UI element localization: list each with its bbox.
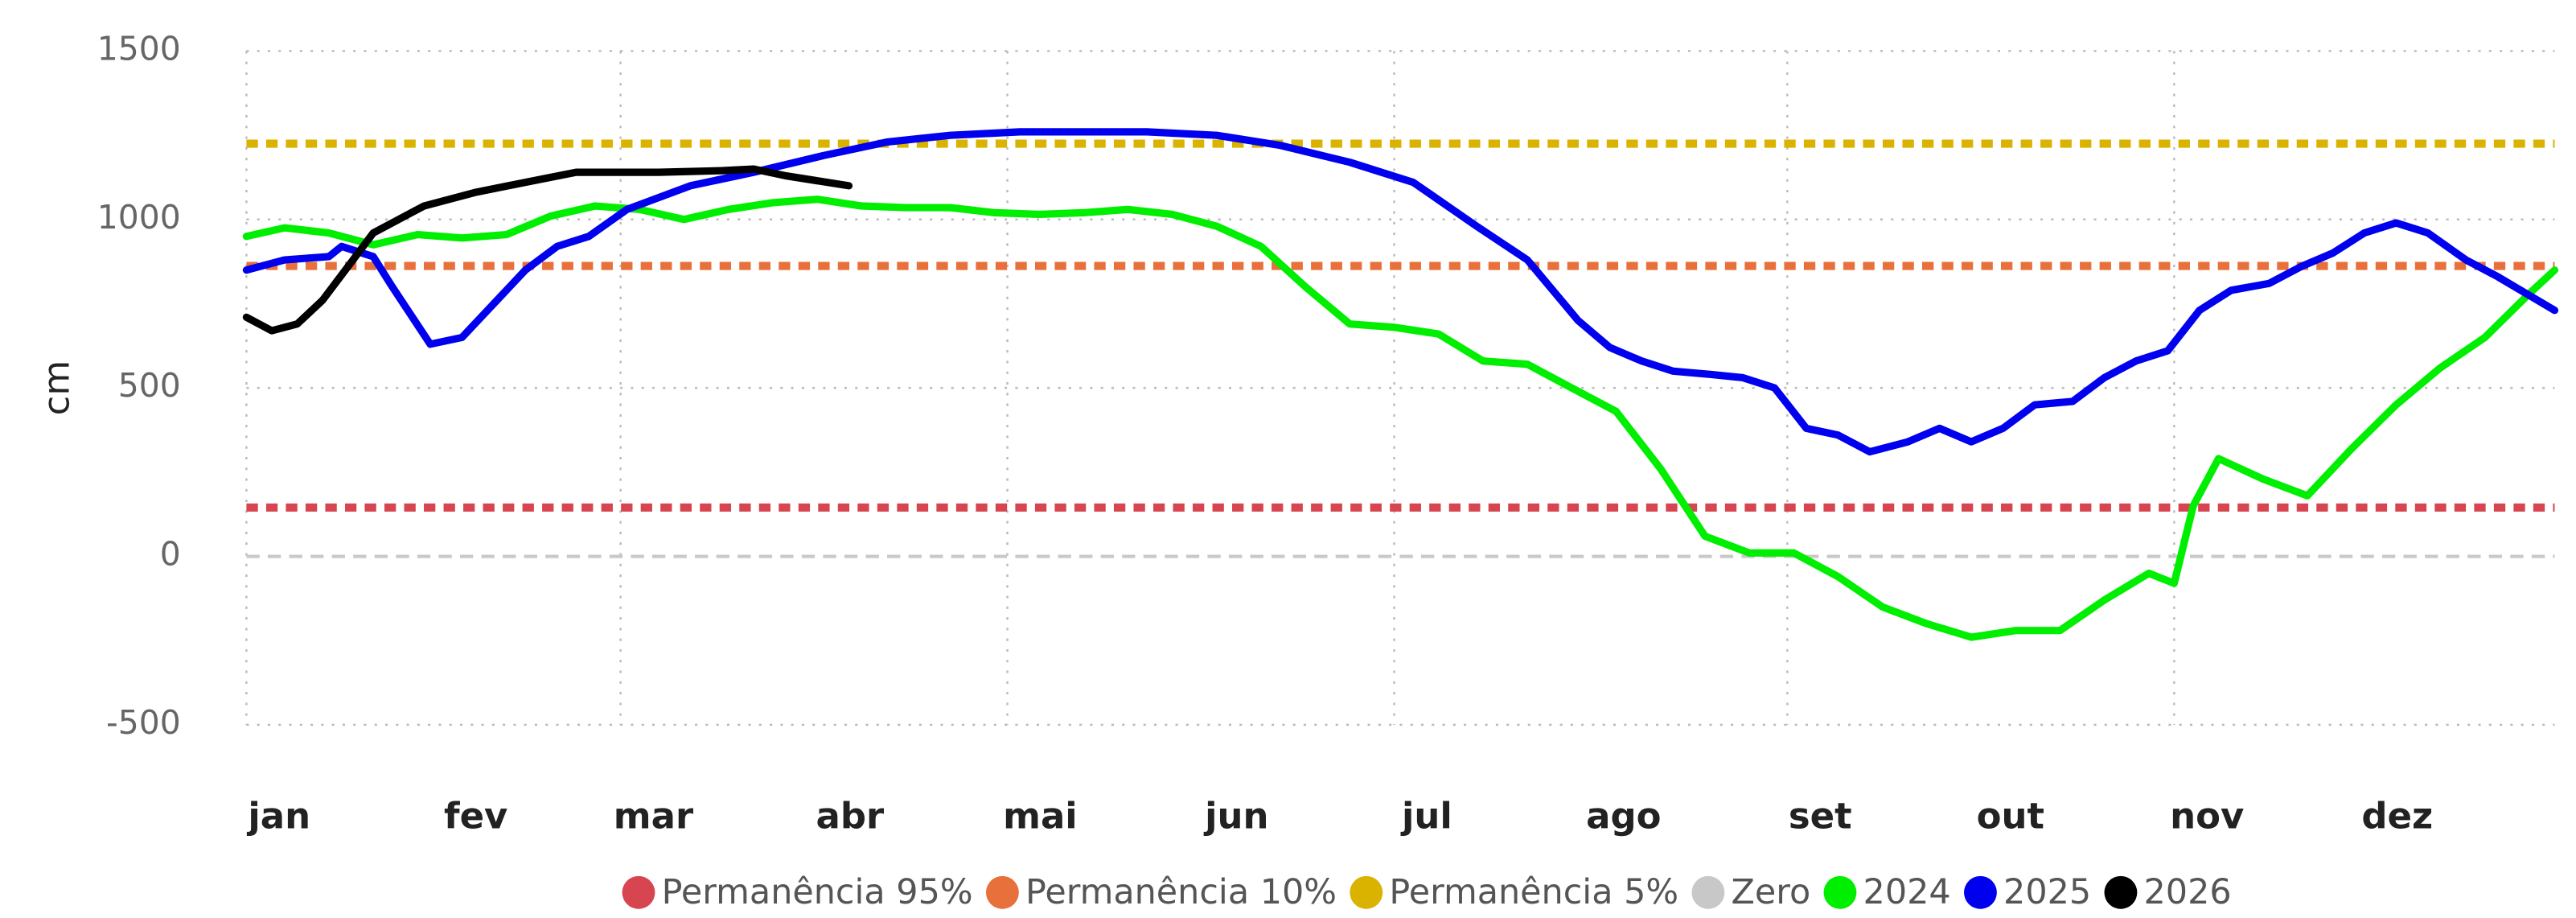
legend-label: Permanência 10%	[1025, 872, 1337, 912]
legend-label: 2025	[2003, 872, 2091, 912]
series-line	[242, 165, 853, 335]
legend-marker	[1964, 875, 1997, 909]
legend-marker	[2104, 875, 2138, 909]
y-tick-label: -500	[106, 703, 181, 742]
series-line	[242, 196, 2559, 641]
series-line	[242, 128, 2559, 456]
y-tick-label: 1500	[97, 29, 181, 68]
legend-label: 2026	[2144, 872, 2232, 912]
legend-label: Permanência 5%	[1389, 872, 1678, 912]
x-tick-label: set	[1789, 794, 1852, 837]
x-tick-label: ago	[1586, 794, 1661, 837]
legend-marker	[622, 875, 655, 909]
legend: Permanência 95% Permanência 10% Permanênci…	[622, 872, 2232, 912]
legend-marker	[1350, 875, 1383, 909]
legend-marker	[1691, 875, 1725, 909]
x-tick-label: dez	[2361, 794, 2433, 837]
legend-label: 2024	[1863, 872, 1951, 912]
x-tick-label: jun	[1203, 794, 1268, 837]
x-tick-label: fev	[444, 794, 507, 837]
y-tick-label: 500	[118, 366, 181, 405]
x-tick-label: jan	[246, 794, 310, 837]
x-tick-label: abr	[816, 794, 885, 837]
x-tick-label: jul	[1400, 794, 1452, 837]
y-tick-label: 1000	[97, 198, 181, 237]
x-tick-label: mar	[614, 794, 694, 837]
y-tick-label: 0	[160, 535, 181, 574]
x-tick-label: mai	[1003, 794, 1078, 837]
x-tick-label: out	[1977, 794, 2044, 837]
y-axis-label: cm	[35, 360, 78, 415]
legend-marker	[985, 875, 1019, 909]
legend-marker	[1823, 875, 1857, 909]
x-tick-label: nov	[2170, 794, 2244, 837]
legend-label: Zero	[1732, 872, 1811, 912]
legend-label: Permanência 95%	[662, 872, 973, 912]
